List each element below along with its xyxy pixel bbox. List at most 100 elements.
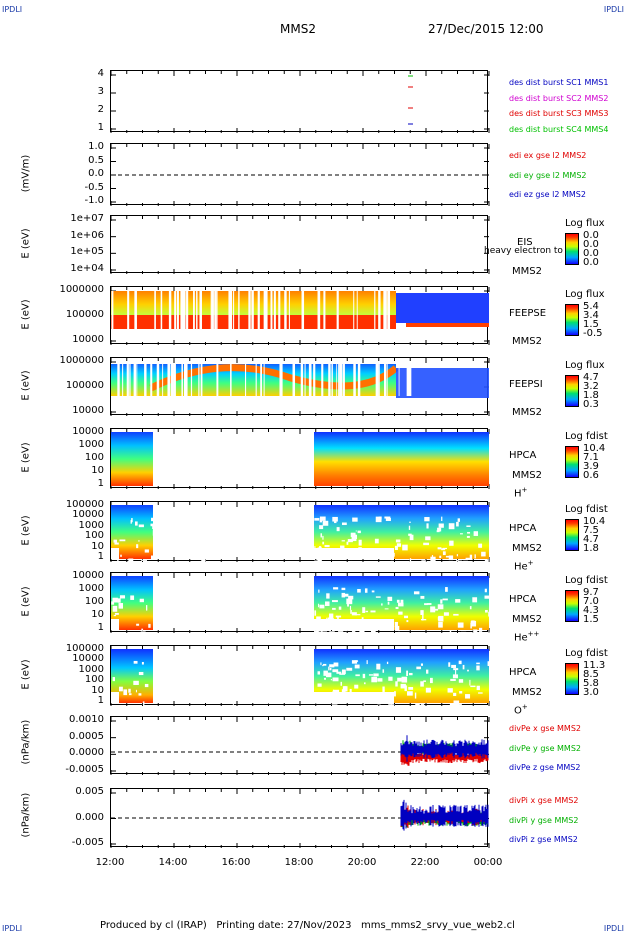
data-gap [358,539,362,546]
data-gap [391,704,395,706]
data-gap [285,607,290,611]
colorbar-value: 5.8 [583,678,599,689]
data-gap [382,686,385,692]
spectrogram-block [314,432,489,486]
data-gap [325,601,330,607]
data-gap [396,543,402,547]
ytick-label: 0.0010 [69,714,104,725]
data-gap [416,666,421,670]
data-gap [365,610,369,613]
data-gap [390,560,394,563]
panel-divpe [110,716,490,775]
data-gap [487,661,493,667]
data-gap [309,364,312,396]
panel-plot-burst [110,71,490,133]
data-gap [333,587,339,590]
data-gap [285,675,289,678]
data-gap [230,364,232,396]
data-gap [200,364,203,396]
colorbar [565,519,579,551]
data-gap [119,595,126,599]
data-gap [122,364,124,396]
data-gap [117,559,119,563]
ytick-label: 0.0000 [69,747,104,759]
data-gap [186,685,192,689]
data-gap [273,291,276,329]
data-gap [317,559,322,565]
data-gap [261,685,266,692]
data-gap [138,540,140,542]
data-gap [469,606,472,610]
data-gap [395,681,398,687]
data-gap [117,598,121,603]
data-gap [181,554,185,558]
ytick-label: 10000 [72,334,104,345]
data-gap [304,364,306,396]
data-gap [350,609,352,614]
data-gap [338,364,340,396]
data-gap [228,549,232,552]
data-gap [331,701,338,705]
data-gap [397,677,402,682]
data-gap [402,544,408,551]
data-gap [396,599,400,603]
colorbar-value: 4.3 [583,605,599,616]
data-gap [206,669,210,671]
ytick-label: 100 [84,596,104,607]
ytick-label: 100 [84,674,104,686]
data-gap [133,364,136,396]
data-gap [437,604,444,610]
data-gap [314,692,394,703]
colorbar-value: 3.2 [583,381,599,392]
data-gap [126,364,129,396]
data-gap [479,544,481,548]
data-gap [142,701,145,705]
data-gap [359,629,365,636]
ytick-label: 0.0 [88,168,104,179]
colorbar-value: 1.8 [583,543,599,554]
data-gap [432,608,439,611]
data-gap [437,547,442,550]
data-gap [325,672,332,678]
data-gap [245,364,247,396]
data-gap [128,558,134,564]
data-gap [378,364,380,396]
data-gap [181,291,184,329]
data-gap [425,687,431,693]
panel-plot-feepsi [110,358,490,416]
data-gap [213,590,220,596]
data-gap [350,558,352,561]
corner-label-br: IPDLI [603,924,624,933]
data-gap [160,291,163,329]
data-gap [247,530,252,534]
data-gap [231,661,235,664]
footer-credits: Produced by cl (IRAP) Printing date: 27/… [100,920,515,931]
spectrogram-band [396,368,489,398]
data-gap [354,684,359,689]
data-gap [420,703,425,705]
data-gap [323,670,328,676]
panel-hpca_h [110,428,490,489]
data-gap [448,662,451,667]
ytick-label: 10 [91,609,104,620]
colorbar-value: 5.4 [583,301,599,312]
data-gap [425,536,431,541]
data-gap [447,688,453,693]
species-charge: + [521,486,528,494]
data-gap [424,603,429,606]
data-gap [134,291,137,329]
data-gap [357,364,361,396]
colorbar-value: 1.5 [583,614,599,625]
ytick-label: -0.005 [71,837,104,848]
data-gap [150,364,153,396]
data-gap [260,364,263,396]
colorbar-title: Log flux [565,289,605,300]
data-gap [314,518,320,521]
data-gap [216,689,219,694]
data-gap [478,692,483,694]
panel-edi [110,143,490,206]
data-gap [332,677,339,682]
legend-entry: divPe z gse MMS2 [509,763,581,772]
colorbar [565,233,579,265]
data-gap [338,631,344,636]
